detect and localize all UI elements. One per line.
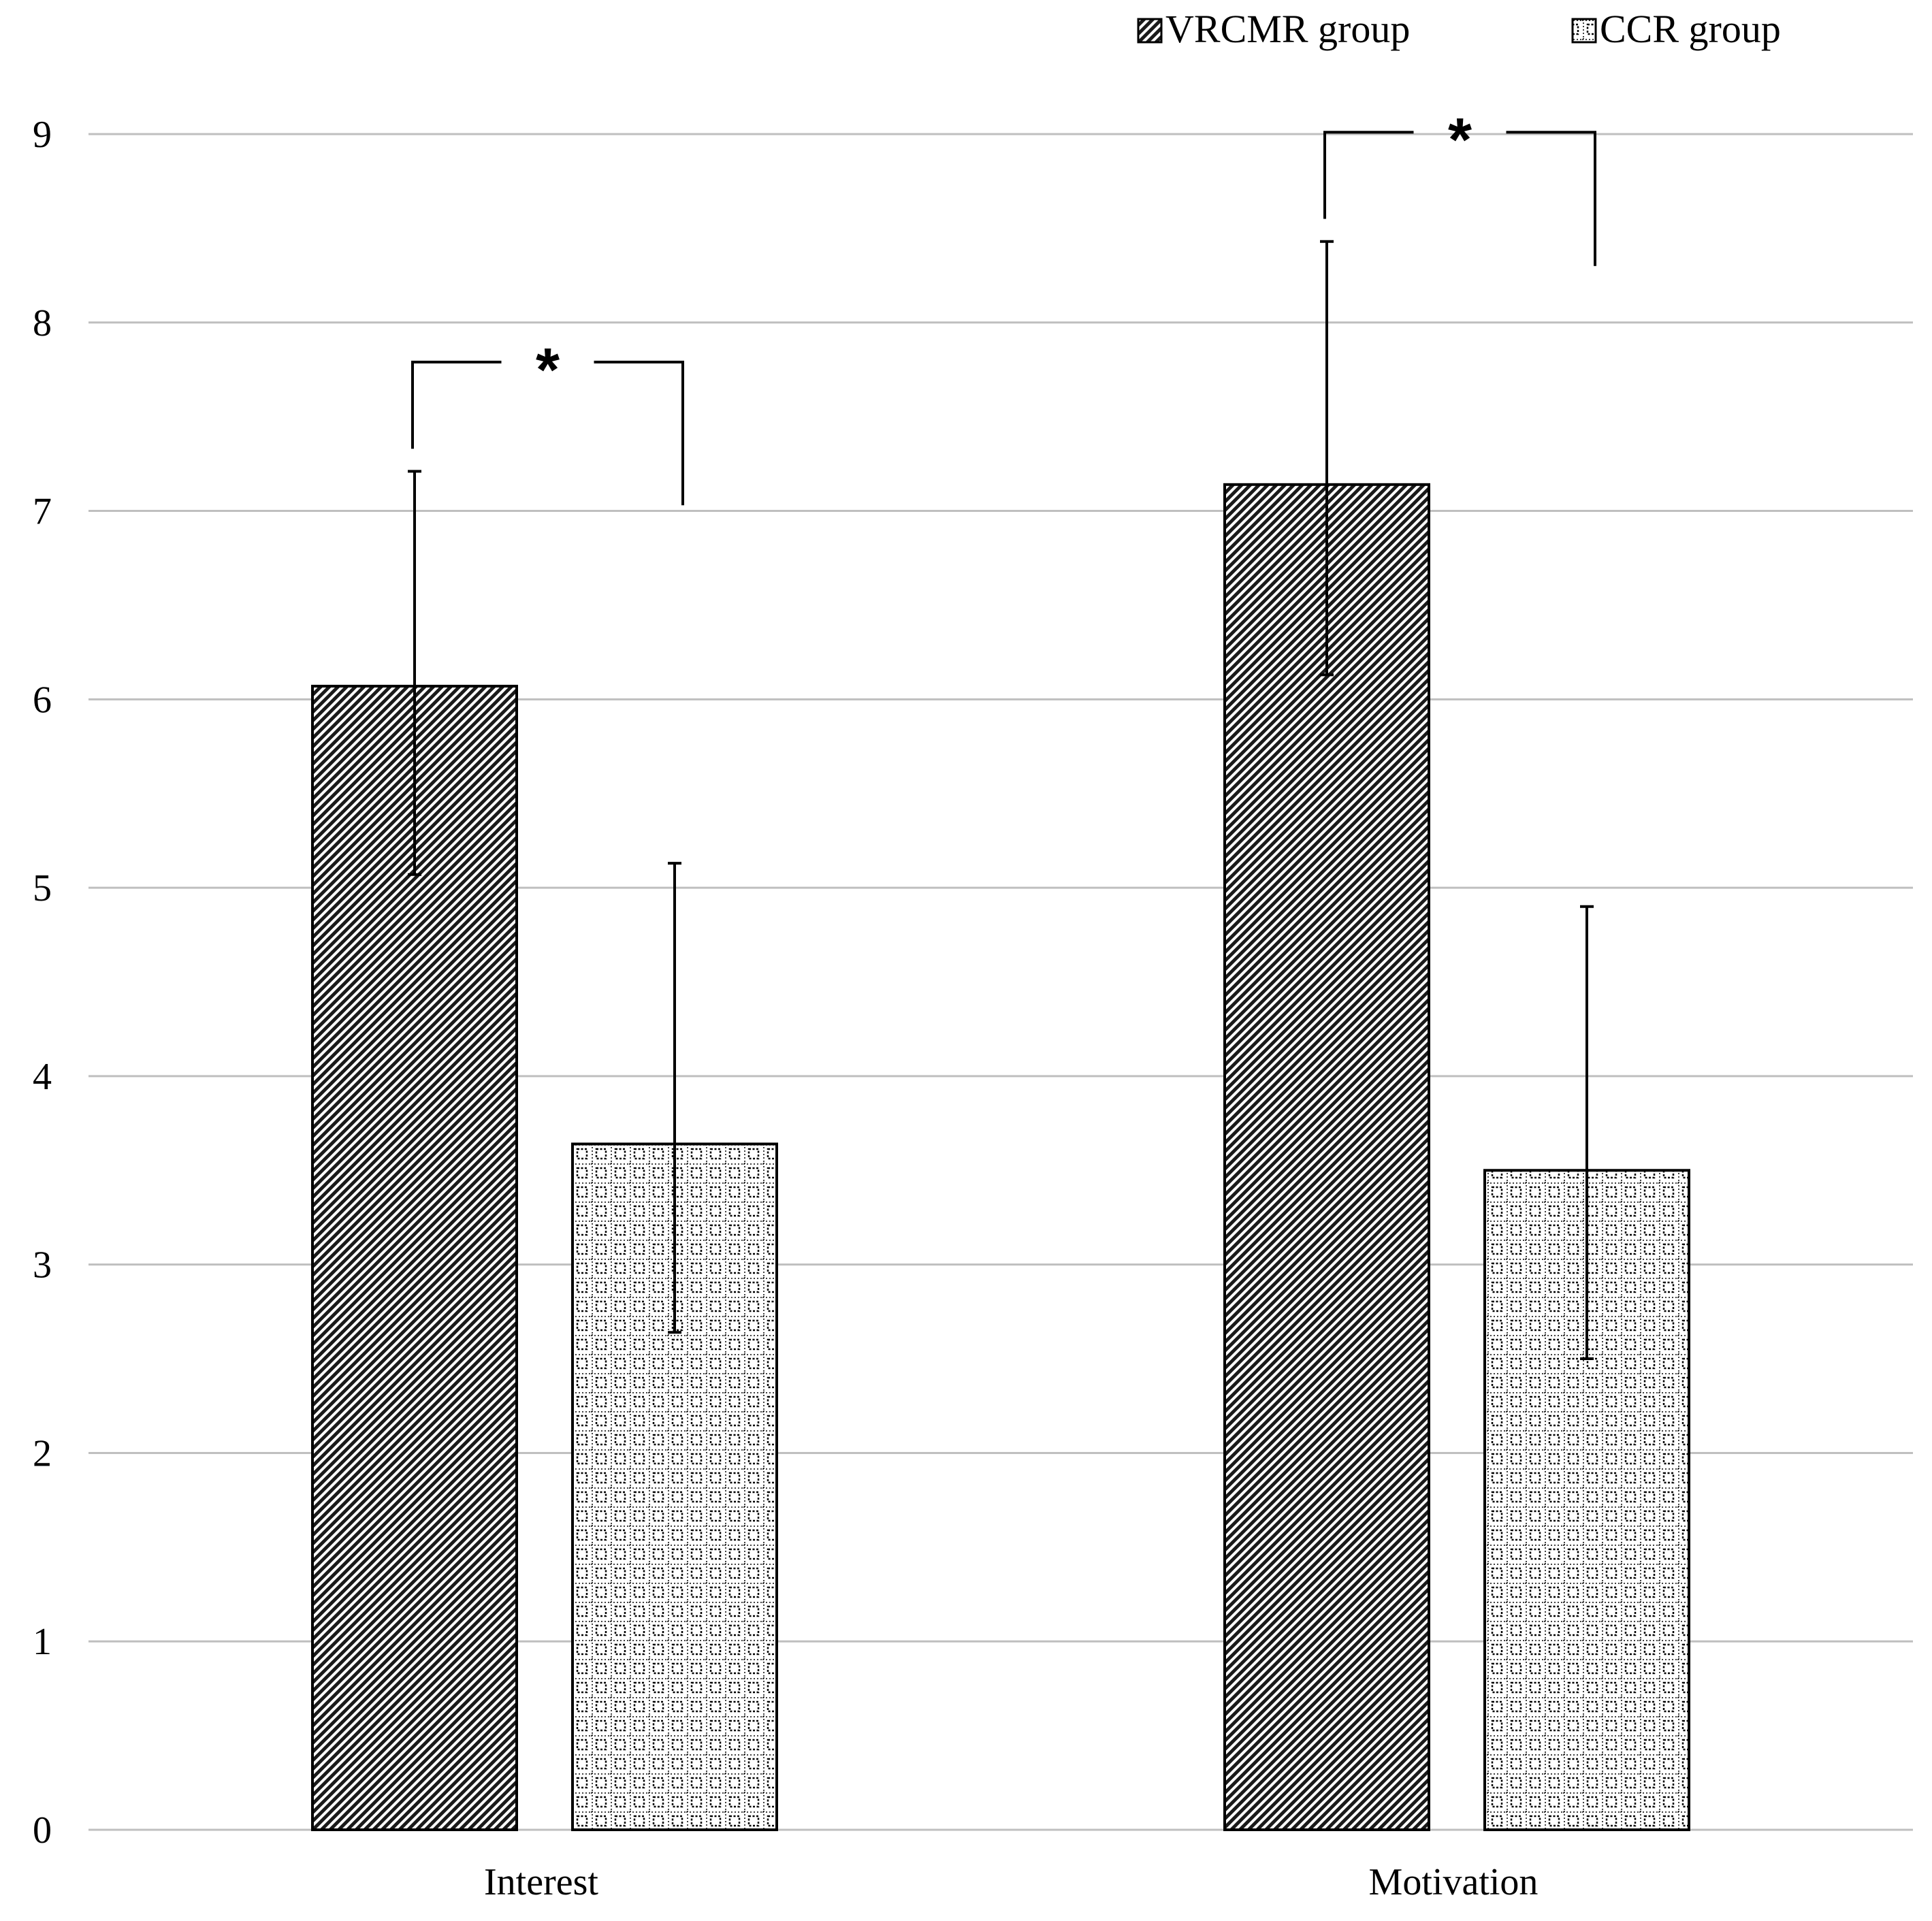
legend-swatch	[1137, 18, 1163, 44]
y-tick-label: 8	[33, 302, 52, 344]
bar	[1223, 483, 1430, 1831]
y-tick-label: 9	[33, 114, 52, 156]
significance-star: *	[536, 336, 560, 404]
y-tick-label: 3	[33, 1244, 52, 1287]
significance-bracket	[411, 360, 684, 506]
x-axis-category-labels: Interest Motivation	[484, 1861, 1538, 1903]
bars	[311, 483, 1690, 1832]
x-tick-label: Interest	[484, 1861, 598, 1903]
legend: VRCMR group CCR group	[1137, 7, 1781, 51]
y-axis-tick-labels: 0 1 2 3 4 5 6 7 8 9	[33, 114, 52, 1852]
legend-swatch	[1571, 18, 1597, 44]
x-tick-label: Motivation	[1369, 1861, 1539, 1903]
legend-label: VRCMR group	[1165, 7, 1410, 51]
y-tick-label: 4	[33, 1056, 52, 1098]
y-tick-label: 7	[33, 491, 52, 533]
significance-bracket	[1323, 131, 1596, 266]
y-tick-label: 1	[33, 1621, 52, 1663]
y-tick-label: 2	[33, 1432, 52, 1474]
y-tick-label: 6	[33, 679, 52, 721]
y-tick-label: 5	[33, 867, 52, 909]
error-bars	[408, 240, 1594, 1361]
legend-label: CCR group	[1600, 7, 1781, 51]
significance-star: *	[1448, 106, 1472, 174]
bar	[1483, 1169, 1690, 1832]
significance-brackets: **	[411, 106, 1596, 506]
y-tick-label: 0	[33, 1809, 52, 1852]
